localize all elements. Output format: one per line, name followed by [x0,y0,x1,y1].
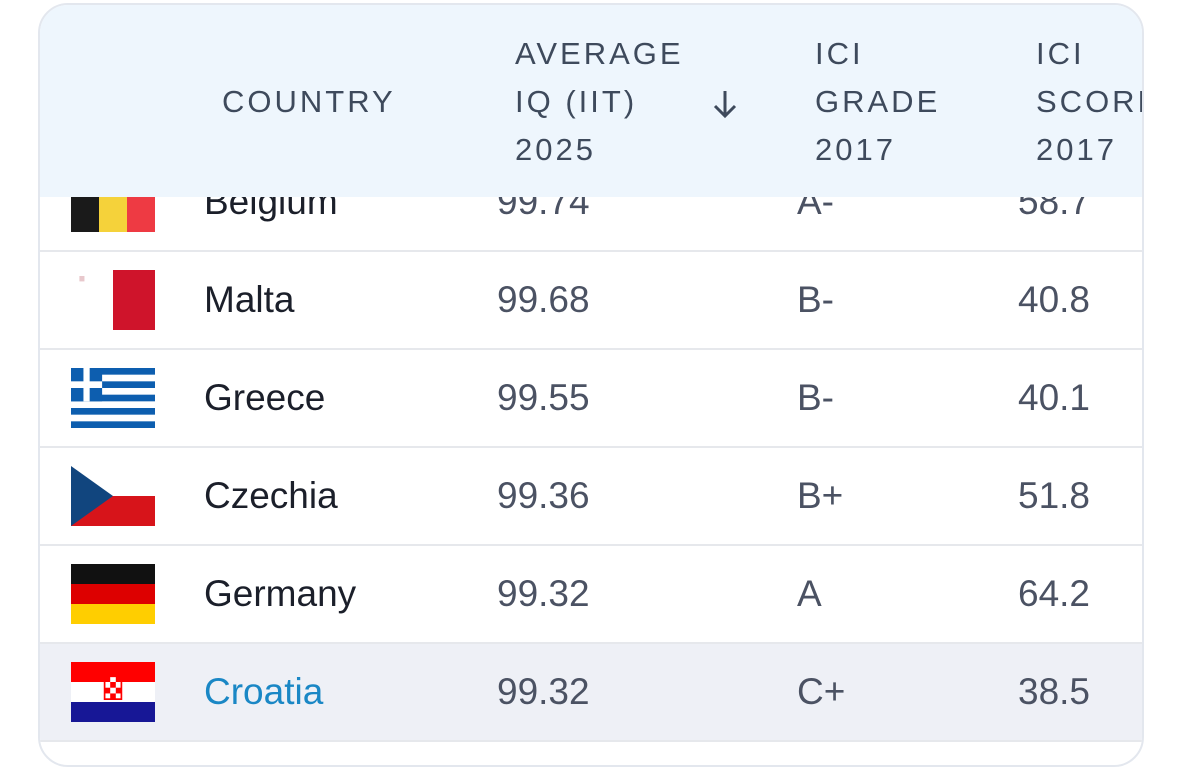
grade: B+ [797,475,844,516]
sort-arrow[interactable] [710,87,740,121]
table-header: COUNTRY AVERAGE IQ (IIT) 2025 ICI GRADE … [40,5,1142,197]
country: Czechia [204,475,338,516]
column-header[interactable]: ICI GRADE 2017 [815,36,941,167]
score: 38.5 [1018,671,1091,712]
table: Belgium 99.74 A- 58.7 Malta 99.68 B- 40.… [38,3,1144,767]
flag [71,466,155,526]
iq: 99.68 [497,279,590,320]
grade: B- [797,279,834,320]
table-row: Czechia 99.36 B+ 51.8 [40,448,1142,546]
grade: A [797,573,822,614]
column-header[interactable]: AVERAGE IQ (IIT) 2025 [515,36,684,167]
flag [71,564,155,624]
country: Greece [204,377,326,418]
table-row: Greece 99.55 B- 40.1 [40,350,1142,448]
country: Germany [204,573,357,614]
iq: 99.32 [497,671,590,712]
flag [71,270,155,330]
country: Malta [204,279,295,320]
table-row: Malta 99.68 B- 40.8 [40,252,1142,350]
page: Belgium 99.74 A- 58.7 Malta 99.68 B- 40.… [38,3,1144,767]
score: 40.8 [1018,279,1091,320]
flag [71,368,155,428]
score: 40.1 [1018,377,1091,418]
table-row: Germany 99.32 A 64.2 [40,546,1142,644]
country-link[interactable]: Croatia [204,671,324,712]
iq: 99.55 [497,377,590,418]
grade: C+ [797,671,846,712]
iq: 99.36 [497,475,590,516]
column-header[interactable]: COUNTRY [222,84,396,119]
column-header[interactable]: ICI SCORE 2017 [1036,36,1142,167]
grade: B- [797,377,834,418]
table-row: Croatia 99.32 C+ 38.5 [40,644,1142,742]
score: 51.8 [1018,475,1091,516]
score: 64.2 [1018,573,1091,614]
flag [71,662,155,722]
iq: 99.32 [497,573,590,614]
